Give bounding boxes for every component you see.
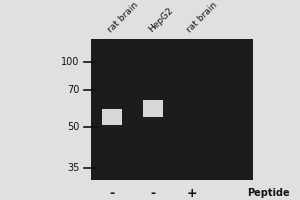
Text: 70: 70 — [67, 85, 80, 95]
Bar — [91, 39, 253, 180]
Text: HepG2: HepG2 — [147, 6, 175, 34]
Bar — [143, 100, 164, 117]
Text: rat brain: rat brain — [185, 0, 219, 34]
Text: Peptide: Peptide — [248, 188, 290, 198]
Text: rat brain: rat brain — [106, 0, 140, 34]
Text: -: - — [151, 187, 156, 200]
Text: 35: 35 — [67, 163, 80, 173]
Text: 100: 100 — [61, 57, 80, 67]
Text: +: + — [186, 187, 197, 200]
Text: -: - — [110, 187, 115, 200]
Text: 50: 50 — [67, 122, 80, 132]
Bar — [102, 109, 122, 125]
